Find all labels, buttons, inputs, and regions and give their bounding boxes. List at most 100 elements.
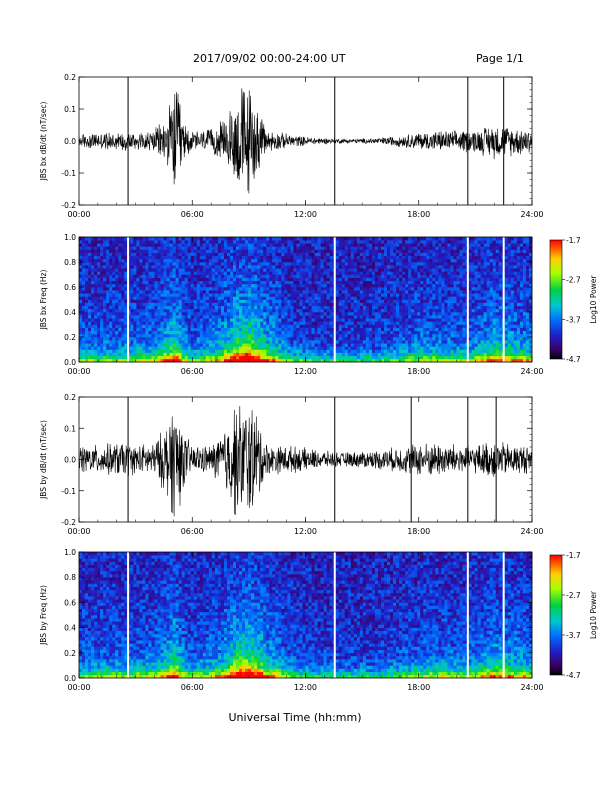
spectrogram-cell <box>287 340 291 344</box>
spectrogram-cell <box>362 268 367 272</box>
spectrogram-cell <box>175 333 179 338</box>
spectrogram-cell <box>447 280 451 285</box>
spectrogram-cell <box>151 277 155 282</box>
spectrogram-cell <box>356 240 361 244</box>
spectrogram-cell <box>311 237 315 241</box>
spectrogram-cell <box>178 318 182 322</box>
spectrogram-cell <box>94 243 98 247</box>
spectrogram-cell <box>220 249 225 253</box>
spectrogram-cell <box>260 330 264 335</box>
spectrogram-cell <box>384 252 388 257</box>
spectrogram-cell <box>223 340 228 344</box>
spectrogram-cell <box>139 327 143 332</box>
spectrogram-cell <box>374 293 379 297</box>
spectrogram-cell <box>387 265 391 269</box>
spectrogram-cell <box>139 237 143 241</box>
spectrogram-cell <box>236 296 240 300</box>
spectrogram-cell <box>371 312 376 316</box>
spectrogram-cell <box>350 324 355 328</box>
spectrogram-cell <box>402 249 406 253</box>
spectrogram-cell <box>142 280 146 285</box>
spectrogram-cell <box>272 265 276 269</box>
spectrogram-cell <box>278 252 282 257</box>
spectrogram-cell <box>236 299 240 303</box>
spectrogram-cell <box>148 277 152 282</box>
spectrogram-cell <box>317 349 321 353</box>
spectrogram-cell <box>79 358 83 363</box>
spectrogram-cell <box>82 346 86 350</box>
spectrogram-cell <box>109 258 113 263</box>
spectrogram-cell <box>393 321 397 325</box>
spectrogram-cell <box>362 240 367 244</box>
spectrogram-cell <box>353 252 358 257</box>
spectrogram-cell <box>154 312 158 316</box>
spectrogram-cell <box>112 355 116 360</box>
spectrogram-cell <box>242 305 246 310</box>
spectrogram-cell <box>184 271 189 275</box>
spectrogram-cell <box>305 346 309 350</box>
spectrogram-cell <box>97 293 101 297</box>
spectrogram-cell <box>314 290 318 294</box>
spectrogram-cell <box>305 315 309 319</box>
spectrogram-cell <box>190 346 195 350</box>
spectrogram-cell <box>329 330 333 335</box>
spectrogram-cell <box>278 277 282 282</box>
spectrogram-cell <box>103 308 107 313</box>
spectrogram-cell <box>287 305 291 310</box>
spectrogram-cell <box>130 243 134 247</box>
spectrogram-cell <box>112 262 116 266</box>
spectrogram-cell <box>368 355 373 360</box>
spectrogram-cell <box>91 271 95 275</box>
spectrogram-cell <box>371 283 376 288</box>
spectrogram-cell <box>287 274 291 278</box>
spectrogram-cell <box>441 262 445 266</box>
spectrogram-cell <box>181 246 185 250</box>
spectrogram-cell <box>130 240 134 244</box>
spectrogram-cell <box>350 349 355 353</box>
spectrogram-cell <box>329 252 333 257</box>
spectrogram-cell <box>169 240 173 244</box>
spectrogram-cell <box>196 240 201 244</box>
spectrogram-cell <box>405 308 409 313</box>
spectrogram-cell <box>423 299 427 303</box>
spectrogram-cell <box>350 277 355 282</box>
spectrogram-cell <box>320 333 324 338</box>
spectrogram-cell <box>184 274 189 278</box>
spectrogram-cell <box>242 302 246 307</box>
spectrogram-cell <box>341 302 346 307</box>
spectrogram-cell <box>281 358 285 363</box>
spectrogram-cell <box>338 240 343 244</box>
spectrogram-cell <box>399 252 403 257</box>
spectrogram-cell <box>151 337 155 341</box>
spectrogram-cell <box>314 283 318 288</box>
spectrogram-cell <box>208 346 213 350</box>
spectrogram-cell <box>290 280 294 285</box>
spectrogram-cell <box>284 240 288 244</box>
spectrogram-cell <box>275 327 279 332</box>
spectrogram-cell <box>190 249 195 253</box>
spectrogram-cell <box>175 340 179 344</box>
spectrogram-cell <box>311 240 315 244</box>
spectrogram-cell <box>290 340 294 344</box>
spectrogram-cell <box>269 330 273 335</box>
spectrogram-cell <box>199 315 204 319</box>
spectrogram-cell <box>323 252 327 257</box>
spectrogram-cell <box>124 343 128 347</box>
spectrogram-cell <box>118 312 122 316</box>
spectrogram-cell <box>100 258 104 263</box>
spectrogram-cell <box>220 299 225 303</box>
spectrogram-cell <box>109 277 113 282</box>
spectrogram-cell <box>199 277 204 282</box>
spectrogram-cell <box>305 352 309 357</box>
spectrogram-cell <box>181 355 185 360</box>
spectrogram-cell <box>269 333 273 338</box>
spectrogram-cell <box>371 265 376 269</box>
spectrogram-cell <box>299 296 303 300</box>
spectrogram-cell <box>211 246 216 250</box>
spectrogram-cell <box>181 324 185 328</box>
spectrogram-cell <box>390 271 394 275</box>
spectrogram-cell <box>359 287 364 291</box>
spectrogram-cell <box>94 315 98 319</box>
spectrogram-cell <box>187 277 192 282</box>
spectrogram-cell <box>88 352 92 357</box>
